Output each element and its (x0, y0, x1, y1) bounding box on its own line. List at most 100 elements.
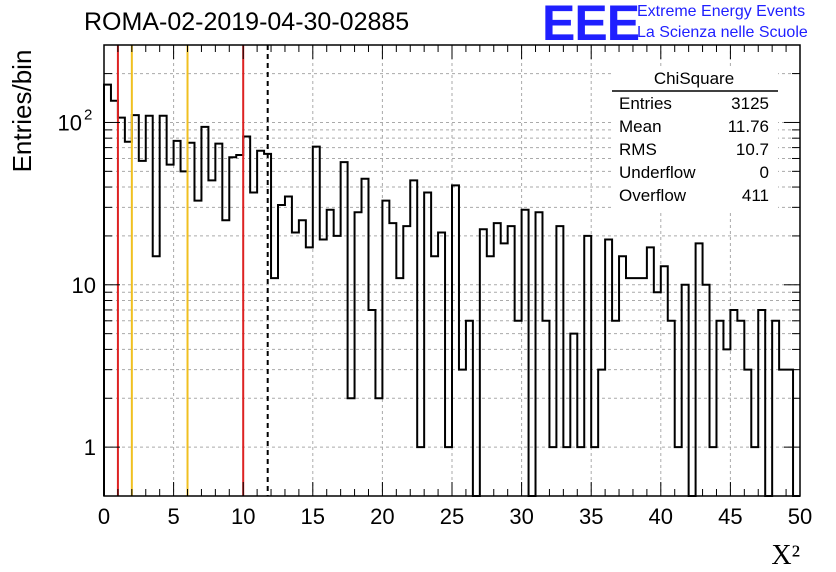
histogram-bin (111, 101, 118, 496)
histogram-bin (243, 136, 250, 496)
histogram-bin (132, 115, 139, 496)
histogram-bin (278, 205, 285, 496)
histogram-bin (208, 180, 215, 496)
x-tick-label: 10 (231, 504, 255, 529)
stats-label: Underflow (619, 163, 696, 182)
histogram-bin (501, 243, 508, 496)
histogram-bin (438, 232, 445, 496)
histogram-bin (716, 321, 723, 496)
histogram-bin (215, 144, 222, 496)
stats-box: ChiSquare Entries 3125 Mean 11.76 RMS 10.7 Unde… (612, 68, 778, 210)
histogram-bin (466, 321, 473, 496)
histogram-bin (536, 212, 543, 496)
y-axis-label: Entries/bin (7, 50, 37, 173)
histogram-bin (125, 142, 132, 496)
stats-label: Overflow (619, 186, 687, 205)
y-tick-label: 1 (84, 435, 96, 460)
reference-lines (116, 45, 269, 496)
stats-header: ChiSquare (654, 69, 734, 88)
histogram-bin (362, 179, 369, 496)
stats-value: 3125 (731, 94, 769, 113)
histogram-bin (327, 210, 334, 496)
chart-title: ROMA-02-2019-04-30-02885 (84, 8, 410, 36)
histogram-bin (723, 349, 730, 496)
histogram-bin (348, 398, 355, 496)
histogram-bin (751, 447, 758, 496)
x-tick-label: 5 (167, 504, 179, 529)
histogram-bin (584, 236, 591, 496)
histogram-bin (675, 447, 682, 496)
histogram-bin (710, 447, 717, 496)
histogram-bin (591, 447, 598, 496)
histogram-bin (174, 141, 181, 496)
histogram-bin (271, 278, 278, 496)
y-tick-exponent: 2 (84, 106, 92, 123)
histogram-bin (668, 321, 675, 496)
x-tick-label: 30 (509, 504, 533, 529)
x-tick-label: 35 (579, 504, 603, 529)
x-tick-label: 15 (301, 504, 325, 529)
histogram-bin (758, 310, 765, 496)
histogram-bin (640, 278, 647, 496)
histogram-bin (222, 220, 229, 496)
histogram-bin (772, 321, 779, 496)
histogram-bin (626, 278, 633, 496)
histogram-bin (334, 236, 341, 496)
histogram-bin (487, 256, 494, 496)
stats-value: 10.7 (736, 140, 769, 159)
histogram-bin (153, 256, 160, 496)
histogram-bin (201, 127, 208, 496)
histogram-bin (779, 370, 786, 496)
histogram-bin (612, 321, 619, 496)
y-tick-label: 10 (58, 110, 82, 135)
histogram-bin (619, 256, 626, 496)
histogram-bin (682, 285, 689, 496)
y-tick-label: 10 (72, 273, 96, 298)
histogram-bin (410, 180, 417, 496)
histogram-bin (306, 247, 313, 496)
stats-value: 0 (760, 163, 769, 182)
histogram-bin (549, 447, 556, 496)
histogram-bin (570, 334, 577, 496)
histogram-bin (542, 321, 549, 496)
logo-line-2: La Scienza nelle Scuole (637, 24, 808, 41)
histogram-bin (229, 157, 236, 496)
histogram-bin (292, 232, 299, 496)
histogram-bin (730, 310, 737, 496)
histogram-bin (786, 370, 793, 496)
histogram-bin (285, 196, 292, 496)
x-tick-label: 50 (788, 504, 812, 529)
x-tick-label: 25 (440, 504, 464, 529)
histogram-series (103, 83, 800, 497)
histogram-bin (431, 256, 438, 496)
histogram-bin (257, 151, 264, 496)
histogram-bin (382, 201, 389, 496)
x-tick-label: 40 (649, 504, 673, 529)
histogram-bin (737, 321, 744, 496)
histogram-bin (424, 193, 431, 496)
histogram-bin (508, 226, 515, 496)
histogram-bin (299, 220, 306, 496)
stats-label: Entries (619, 94, 672, 113)
stats-value: 411 (742, 186, 769, 205)
histogram-bin (403, 226, 410, 496)
histogram-bin (320, 240, 327, 496)
histogram-bin (494, 223, 501, 496)
histogram-bin (744, 370, 751, 496)
histogram-bin (598, 370, 605, 496)
histogram-bin (167, 165, 174, 496)
histogram-bin (396, 278, 403, 496)
x-axis-label: X² (771, 540, 800, 571)
histogram-outline (103, 83, 800, 497)
histogram-bin (417, 447, 424, 496)
histogram-bin (605, 240, 612, 496)
histogram-bin (341, 162, 348, 496)
stats-value: 11.76 (728, 117, 769, 136)
histogram-bin (236, 155, 243, 496)
histogram-bin (194, 201, 201, 496)
histogram-bin (633, 278, 640, 496)
x-tick-label: 45 (718, 504, 742, 529)
histogram-bin (139, 161, 146, 496)
histogram-bin (313, 147, 320, 496)
